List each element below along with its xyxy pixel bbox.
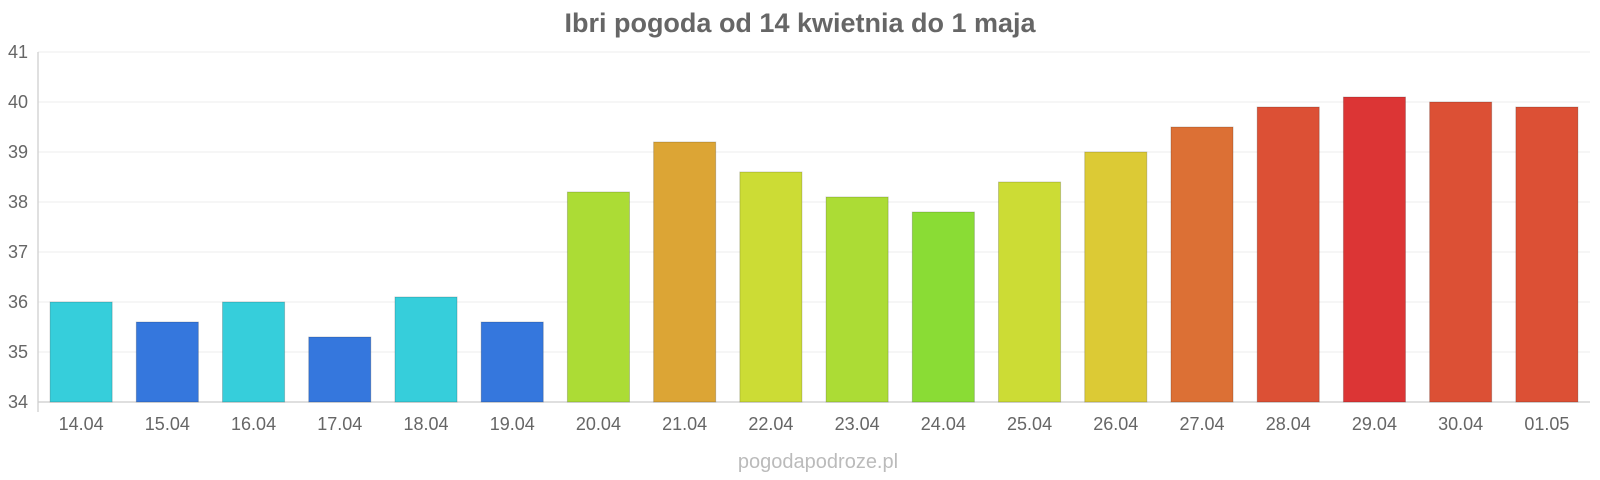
bar-20.04[interactable]: [566, 191, 630, 403]
bar-15.04[interactable]: [135, 321, 199, 403]
bar-30.04[interactable]: [1429, 101, 1493, 403]
bar-17.04[interactable]: [308, 336, 372, 403]
x-tick-label: 18.04: [403, 414, 448, 434]
bar-26.04[interactable]: [1084, 151, 1148, 403]
x-tick-label: 28.04: [1266, 414, 1311, 434]
x-tick-label: 17.04: [317, 414, 362, 434]
x-tick-label: 20.04: [576, 414, 621, 434]
x-tick-label: 21.04: [662, 414, 707, 434]
x-tick-label: 19.04: [490, 414, 535, 434]
x-tick-label: 26.04: [1093, 414, 1138, 434]
x-tick-label: 29.04: [1352, 414, 1397, 434]
y-tick-labels: 34 35 36 37 38 39 40 41: [8, 42, 28, 412]
y-tick-label: 34: [8, 392, 28, 412]
x-tick-label: 22.04: [748, 414, 793, 434]
x-tick-label: 15.04: [145, 414, 190, 434]
y-tick-label: 38: [8, 192, 28, 212]
bar-27.04[interactable]: [1170, 126, 1234, 403]
x-tick-label: 14.04: [59, 414, 104, 434]
y-tick-label: 40: [8, 92, 28, 112]
x-tick-label: 30.04: [1438, 414, 1483, 434]
bar-24.04[interactable]: [911, 211, 975, 403]
bar-01.05[interactable]: [1515, 106, 1579, 403]
bars: [49, 96, 1579, 403]
bar-16.04[interactable]: [222, 301, 286, 403]
y-tick-label: 35: [8, 342, 28, 362]
bar-14.04[interactable]: [49, 301, 113, 403]
chart-title: Ibri pogoda od 14 kwietnia do 1 maja: [564, 8, 1036, 38]
bar-22.04[interactable]: [739, 171, 803, 403]
grid: [38, 51, 1590, 353]
axes: [37, 52, 1590, 412]
watermark: pogodapodroze.pl: [738, 451, 898, 473]
x-tick-label: 01.05: [1524, 414, 1569, 434]
x-tick-label: 16.04: [231, 414, 276, 434]
x-tick-label: 24.04: [921, 414, 966, 434]
x-tick-label: 23.04: [835, 414, 880, 434]
x-tick-label: 27.04: [1179, 414, 1224, 434]
bar-19.04[interactable]: [480, 321, 544, 403]
bar-21.04[interactable]: [653, 141, 717, 403]
bar-23.04[interactable]: [825, 196, 889, 403]
bar-29.04[interactable]: [1342, 96, 1406, 403]
bar-18.04[interactable]: [394, 296, 458, 403]
bar-28.04[interactable]: [1256, 106, 1320, 403]
y-tick-label: 39: [8, 142, 28, 162]
y-tick-label: 41: [8, 42, 28, 62]
x-tick-labels: 14.04 15.04 16.04 17.04 18.04 19.04 20.04 21.04…: [59, 414, 1570, 434]
y-tick-label: 37: [8, 242, 28, 262]
bar-25.04[interactable]: [998, 181, 1062, 403]
y-tick-label: 36: [8, 292, 28, 312]
x-tick-label: 25.04: [1007, 414, 1052, 434]
